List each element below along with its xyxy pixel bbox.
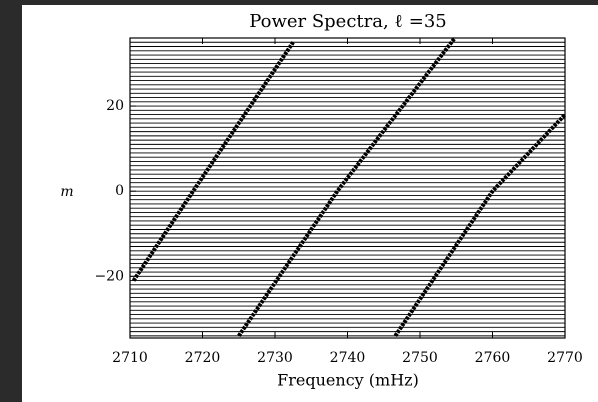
x-tick-label: 2730	[257, 350, 293, 366]
x-tick-label: 2710	[112, 350, 148, 366]
x-tick-label: 2720	[185, 350, 221, 366]
y-axis-label: m	[60, 184, 73, 200]
x-tick-label: 2750	[402, 350, 438, 366]
ridge	[237, 36, 457, 338]
screen: Power Spectra, ℓ =35 Frequency (mHz) m 2…	[22, 5, 598, 402]
chart: Power Spectra, ℓ =35 Frequency (mHz) m 2…	[60, 11, 583, 390]
ridge	[393, 113, 567, 338]
ridge	[131, 41, 295, 282]
chart-title: Power Spectra, ℓ =35	[249, 11, 447, 32]
y-tick-label: −20	[94, 268, 124, 284]
x-tick-label: 2740	[330, 350, 366, 366]
x-axis-label: Frequency (mHz)	[277, 371, 419, 390]
x-tick-label: 2770	[547, 350, 583, 366]
y-tick-label: 0	[115, 183, 124, 199]
x-tick-label: 2760	[475, 350, 511, 366]
y-tick-label: 20	[106, 98, 124, 114]
